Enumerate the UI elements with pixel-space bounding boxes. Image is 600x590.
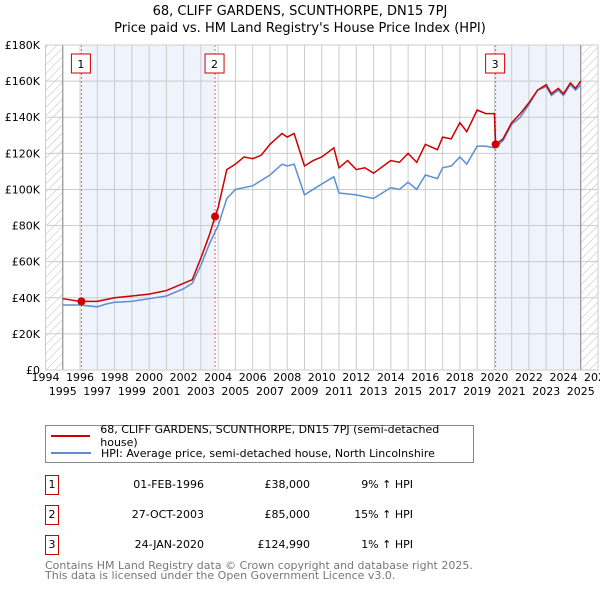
y-tick-label: £20K (12, 328, 41, 341)
y-tick-label: £180K (5, 39, 41, 52)
property-price-line (62, 80, 582, 303)
price-chart: 1994199519961997199819992000200120022003… (5, 39, 600, 398)
x-tick-label: 1995 (49, 385, 77, 398)
x-tick-label: 2022 (515, 371, 543, 384)
x-tick-label: 1997 (83, 385, 111, 398)
x-tick-label: 2026 (584, 371, 600, 384)
sale-point (491, 140, 500, 149)
y-tick-label: £0 (26, 364, 40, 377)
y-tick-label: £160K (5, 75, 41, 88)
sale-label-box (204, 53, 225, 74)
x-tick-label: 2007 (256, 385, 284, 398)
x-tick-label: 2013 (360, 385, 388, 398)
x-tick-label: 1994 (32, 371, 60, 384)
x-tick-label: 2004 (204, 371, 232, 384)
x-tick-label: 2016 (411, 371, 439, 384)
subtitle: Price paid vs. HM Land Registry's House … (114, 21, 486, 36)
sale-label-number: 2 (211, 58, 218, 71)
x-tick-label: 2002 (170, 371, 198, 384)
y-tick-label: £100K (5, 183, 41, 196)
shade-period-1 (81, 45, 216, 370)
x-tick-label: 2020 (480, 371, 508, 384)
y-tick-label: £60K (12, 256, 41, 269)
shade-period-3 (495, 45, 581, 370)
x-tick-label: 2009 (290, 385, 318, 398)
legend: 68, CLIFF GARDENS, SCUNTHORPE, DN15 7PJ … (45, 423, 474, 463)
x-tick-label: 2025 (567, 385, 595, 398)
chart-title: 68, CLIFF GARDENS, SCUNTHORPE, DN15 7PJ … (0, 3, 600, 37)
x-tick-label: 2017 (429, 385, 457, 398)
x-tick-label: 2018 (446, 371, 474, 384)
sale-label-number: 1 (77, 58, 84, 71)
hatch-before (45, 45, 63, 370)
x-tick-label: 1999 (118, 385, 146, 398)
x-tick-label: 1996 (66, 371, 94, 384)
title: 68, CLIFF GARDENS, SCUNTHORPE, DN15 7PJ (152, 4, 448, 19)
red-line-swatch (51, 435, 91, 437)
x-tick-label: 2021 (498, 385, 526, 398)
x-tick-label: 1998 (101, 371, 129, 384)
x-tick-label: 2000 (135, 371, 163, 384)
sale-label-box (485, 53, 506, 74)
x-tick-label: 2024 (549, 371, 577, 384)
y-tick-label: £120K (5, 147, 41, 160)
hpi-line (62, 83, 582, 308)
y-tick-label: £140K (5, 111, 41, 124)
sale-label-number: 3 (492, 58, 499, 71)
footer: Contains HM Land Registry data © Crown c… (45, 559, 473, 582)
x-tick-label: 2001 (152, 385, 180, 398)
x-tick-label: 2019 (463, 385, 491, 398)
sale-label-box (70, 53, 91, 74)
y-tick-label: £40K (12, 292, 41, 305)
x-tick-label: 2012 (342, 371, 370, 384)
x-tick-label: 2023 (532, 385, 560, 398)
x-tick-label: 2010 (308, 371, 336, 384)
x-tick-label: 2008 (273, 371, 301, 384)
blue-line-swatch (51, 452, 91, 454)
y-tick-label: £80K (12, 220, 41, 233)
x-tick-label: 2014 (377, 371, 405, 384)
legend-item-hpi: HPI: Average price, semi-detached house,… (51, 445, 435, 461)
plot-border (45, 44, 599, 371)
x-tick-label: 2003 (187, 385, 215, 398)
x-tick-label: 2011 (325, 385, 353, 398)
legend-item-property: 68, CLIFF GARDENS, SCUNTHORPE, DN15 7PJ … (51, 423, 473, 449)
sale-point (77, 297, 86, 306)
x-tick-label: 2005 (221, 385, 249, 398)
x-tick-label: 2006 (239, 371, 267, 384)
sale-point (211, 212, 220, 221)
x-tick-label: 2015 (394, 385, 422, 398)
hatch-after (580, 45, 598, 370)
